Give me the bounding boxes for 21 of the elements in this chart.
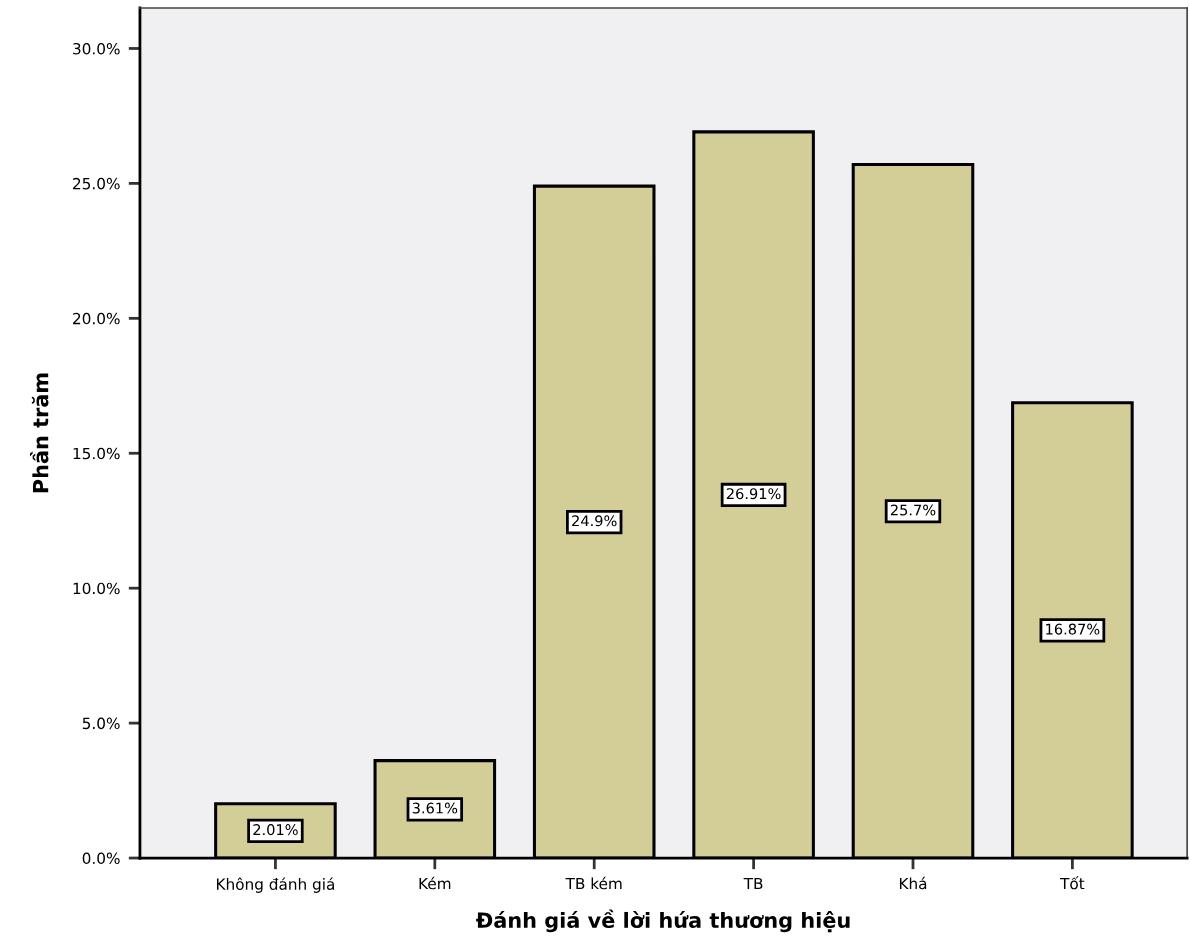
data-label: 16.87% (1046, 623, 1100, 635)
y-tick-label: 5.0% (82, 717, 120, 730)
y-tick-label: 20.0% (73, 312, 120, 325)
x-tick-label: TB kém (565, 876, 622, 890)
data-label: 24.9% (572, 515, 617, 527)
x-tick-label: Không đánh giá (216, 877, 334, 893)
y-tick-label: 30.0% (73, 42, 120, 55)
x-tick-label: Khá (899, 876, 927, 890)
x-axis-title: Đánh giá về lời hứa thương hiệu (476, 909, 850, 933)
data-label: 25.7% (890, 504, 936, 516)
y-tick-label: 10.0% (73, 582, 120, 595)
data-label: 2.01% (253, 824, 298, 836)
x-tick-label: Tốt (1060, 876, 1085, 890)
y-tick-label: 0.0% (82, 852, 120, 865)
x-tick-label: Kém (419, 876, 451, 890)
y-tick-label: 25.0% (73, 177, 120, 190)
y-tick-label: 15.0% (73, 447, 120, 460)
data-label: 3.61% (412, 802, 458, 814)
y-axis-title: Phần trăm (29, 373, 49, 493)
x-tick-label: TB (743, 877, 763, 890)
data-label: 26.91% (726, 488, 781, 500)
